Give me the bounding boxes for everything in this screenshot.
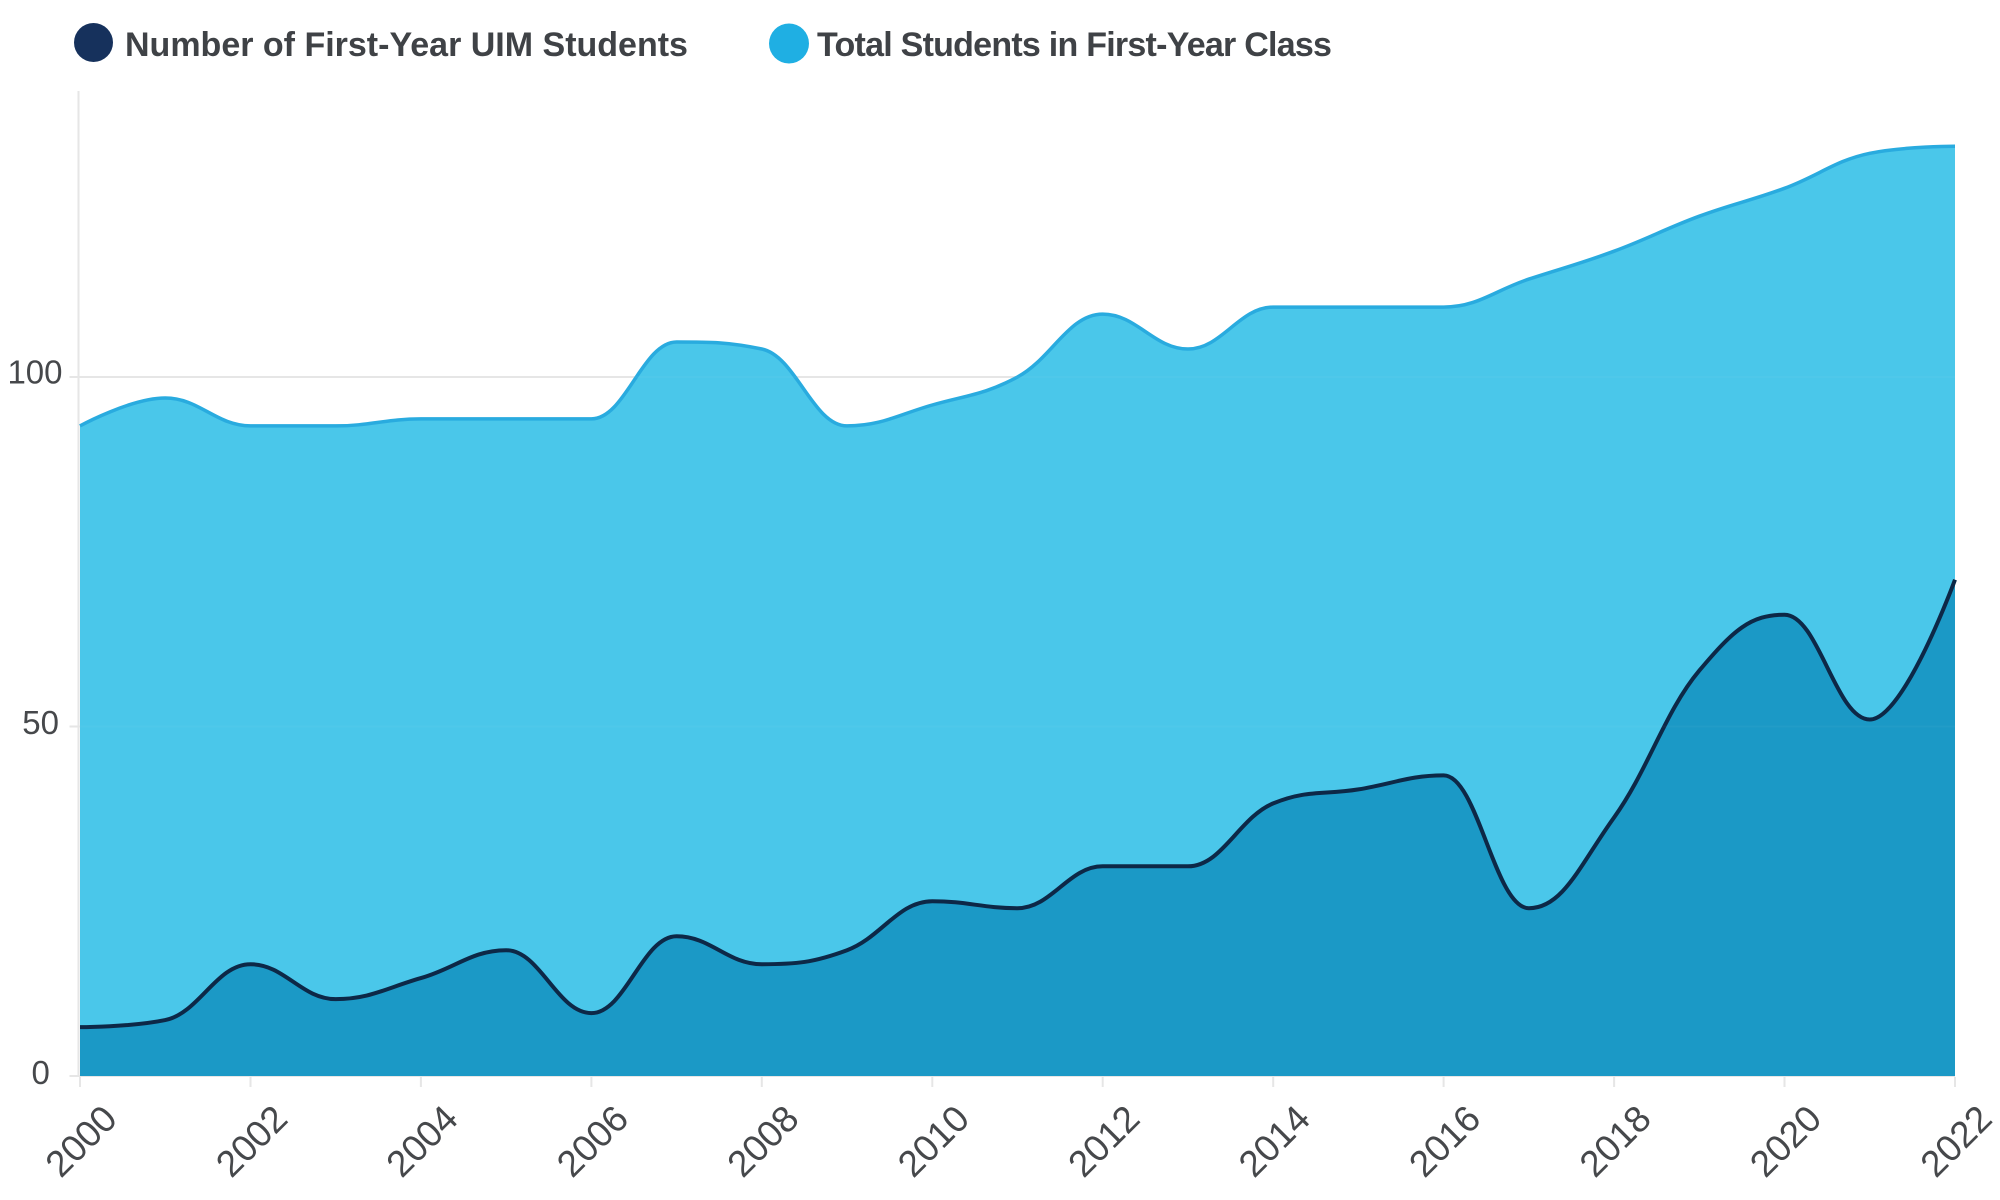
svg-text:Total Students in First-Year C: Total Students in First-Year Class <box>817 26 1331 64</box>
svg-text:50: 50 <box>22 704 59 741</box>
svg-text:100: 100 <box>7 354 62 391</box>
svg-text:Number of First-Year UIM Stude: Number of First-Year UIM Students <box>125 26 688 64</box>
svg-text:0: 0 <box>31 1054 49 1091</box>
